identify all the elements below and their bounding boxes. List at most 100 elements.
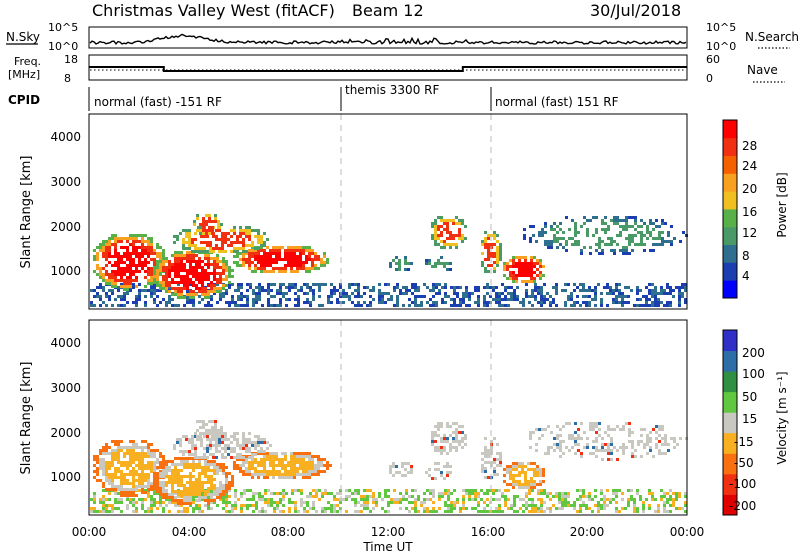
echo-cell bbox=[180, 475, 183, 478]
echo-cell bbox=[598, 449, 601, 452]
echo-cell bbox=[126, 276, 129, 279]
echo-cell bbox=[293, 476, 296, 479]
echo-cell bbox=[431, 265, 434, 268]
echo-cell bbox=[180, 293, 183, 296]
echo-cell bbox=[580, 452, 583, 455]
echo-cell bbox=[673, 437, 676, 440]
echo-cell bbox=[114, 488, 117, 491]
echo-cell bbox=[452, 237, 455, 240]
echo-cell bbox=[165, 466, 168, 469]
echo-cell bbox=[251, 241, 254, 244]
echo-cell bbox=[675, 286, 678, 289]
echo-cell bbox=[449, 449, 452, 452]
echo-cell bbox=[153, 261, 156, 264]
echo-cell bbox=[606, 504, 609, 507]
echo-cell bbox=[487, 252, 490, 255]
echo-cell bbox=[408, 495, 411, 498]
echo-cell bbox=[663, 492, 666, 495]
echo-cell bbox=[201, 469, 204, 472]
echo-cell bbox=[240, 283, 243, 286]
echo-cell bbox=[294, 510, 297, 513]
echo-cell bbox=[574, 422, 577, 425]
echo-cell bbox=[176, 438, 179, 441]
echo-cell bbox=[156, 275, 159, 278]
echo-cell bbox=[393, 498, 396, 501]
echo-cell bbox=[260, 458, 263, 461]
echo-cell bbox=[177, 275, 180, 278]
echo-cell bbox=[539, 474, 542, 477]
echo-cell bbox=[389, 465, 392, 468]
echo-cell bbox=[440, 240, 443, 243]
echo-cell bbox=[282, 495, 285, 498]
echo-cell bbox=[141, 491, 144, 494]
echo-cell bbox=[212, 232, 215, 235]
echo-cell bbox=[108, 261, 111, 264]
echo-cell bbox=[366, 489, 369, 492]
echo-cell bbox=[195, 507, 198, 510]
echo-cell bbox=[495, 298, 498, 301]
echo-cell bbox=[300, 286, 303, 289]
echo-cell bbox=[459, 298, 462, 301]
echo-cell bbox=[174, 269, 177, 272]
echo-cell bbox=[357, 283, 360, 286]
echo-cell bbox=[571, 237, 574, 240]
echo-cell bbox=[450, 286, 453, 289]
echo-cell bbox=[627, 295, 630, 298]
echo-cell bbox=[198, 472, 201, 475]
echo-cell bbox=[631, 440, 634, 443]
echo-cell bbox=[162, 252, 165, 255]
echo-cell bbox=[600, 298, 603, 301]
echo-cell bbox=[225, 501, 228, 504]
echo-cell bbox=[327, 301, 330, 304]
echo-cell bbox=[276, 304, 279, 307]
echo-cell bbox=[441, 286, 444, 289]
echo-cell bbox=[171, 472, 174, 475]
echo-cell bbox=[251, 255, 254, 258]
echo-cell bbox=[523, 237, 526, 240]
echo-cell bbox=[159, 269, 162, 272]
echo-cell bbox=[670, 225, 673, 228]
echo-cell bbox=[639, 495, 642, 498]
echo-cell bbox=[487, 258, 490, 261]
echo-cell bbox=[513, 504, 516, 507]
echo-cell bbox=[536, 268, 539, 271]
echo-cell bbox=[579, 495, 582, 498]
echo-cell bbox=[205, 423, 208, 426]
echo-cell bbox=[126, 264, 129, 267]
echo-cell bbox=[567, 283, 570, 286]
echo-cell bbox=[209, 453, 212, 456]
echo-cell bbox=[117, 295, 120, 298]
echo-cell bbox=[312, 489, 315, 492]
echo-cell bbox=[530, 462, 533, 465]
echo-cell bbox=[616, 216, 619, 219]
echo-cell bbox=[302, 473, 305, 476]
echo-cell bbox=[530, 265, 533, 268]
echo-cell bbox=[246, 498, 249, 501]
echo-cell bbox=[138, 252, 141, 255]
echo-cell bbox=[512, 277, 515, 280]
echo-cell bbox=[201, 260, 204, 263]
echo-cell bbox=[240, 510, 243, 513]
echo-cell bbox=[305, 267, 308, 270]
echo-cell bbox=[293, 458, 296, 461]
echo-cell bbox=[299, 252, 302, 255]
echo-cell bbox=[114, 470, 117, 473]
echo-cell bbox=[284, 467, 287, 470]
echo-cell bbox=[537, 489, 540, 492]
echo-cell bbox=[553, 228, 556, 231]
echo-cell bbox=[162, 255, 165, 258]
echo-cell bbox=[171, 487, 174, 490]
echo-cell bbox=[153, 467, 156, 470]
echo-cell bbox=[585, 304, 588, 307]
echo-cell bbox=[480, 489, 483, 492]
echo-cell bbox=[330, 289, 333, 292]
echo-cell bbox=[111, 304, 114, 307]
echo-cell bbox=[126, 449, 129, 452]
echo-cell bbox=[537, 301, 540, 304]
echo-cell bbox=[530, 274, 533, 277]
echo-cell bbox=[267, 304, 270, 307]
echo-cell bbox=[132, 301, 135, 304]
echo-cell bbox=[669, 292, 672, 295]
echo-cell bbox=[663, 289, 666, 292]
echo-cell bbox=[446, 462, 449, 465]
